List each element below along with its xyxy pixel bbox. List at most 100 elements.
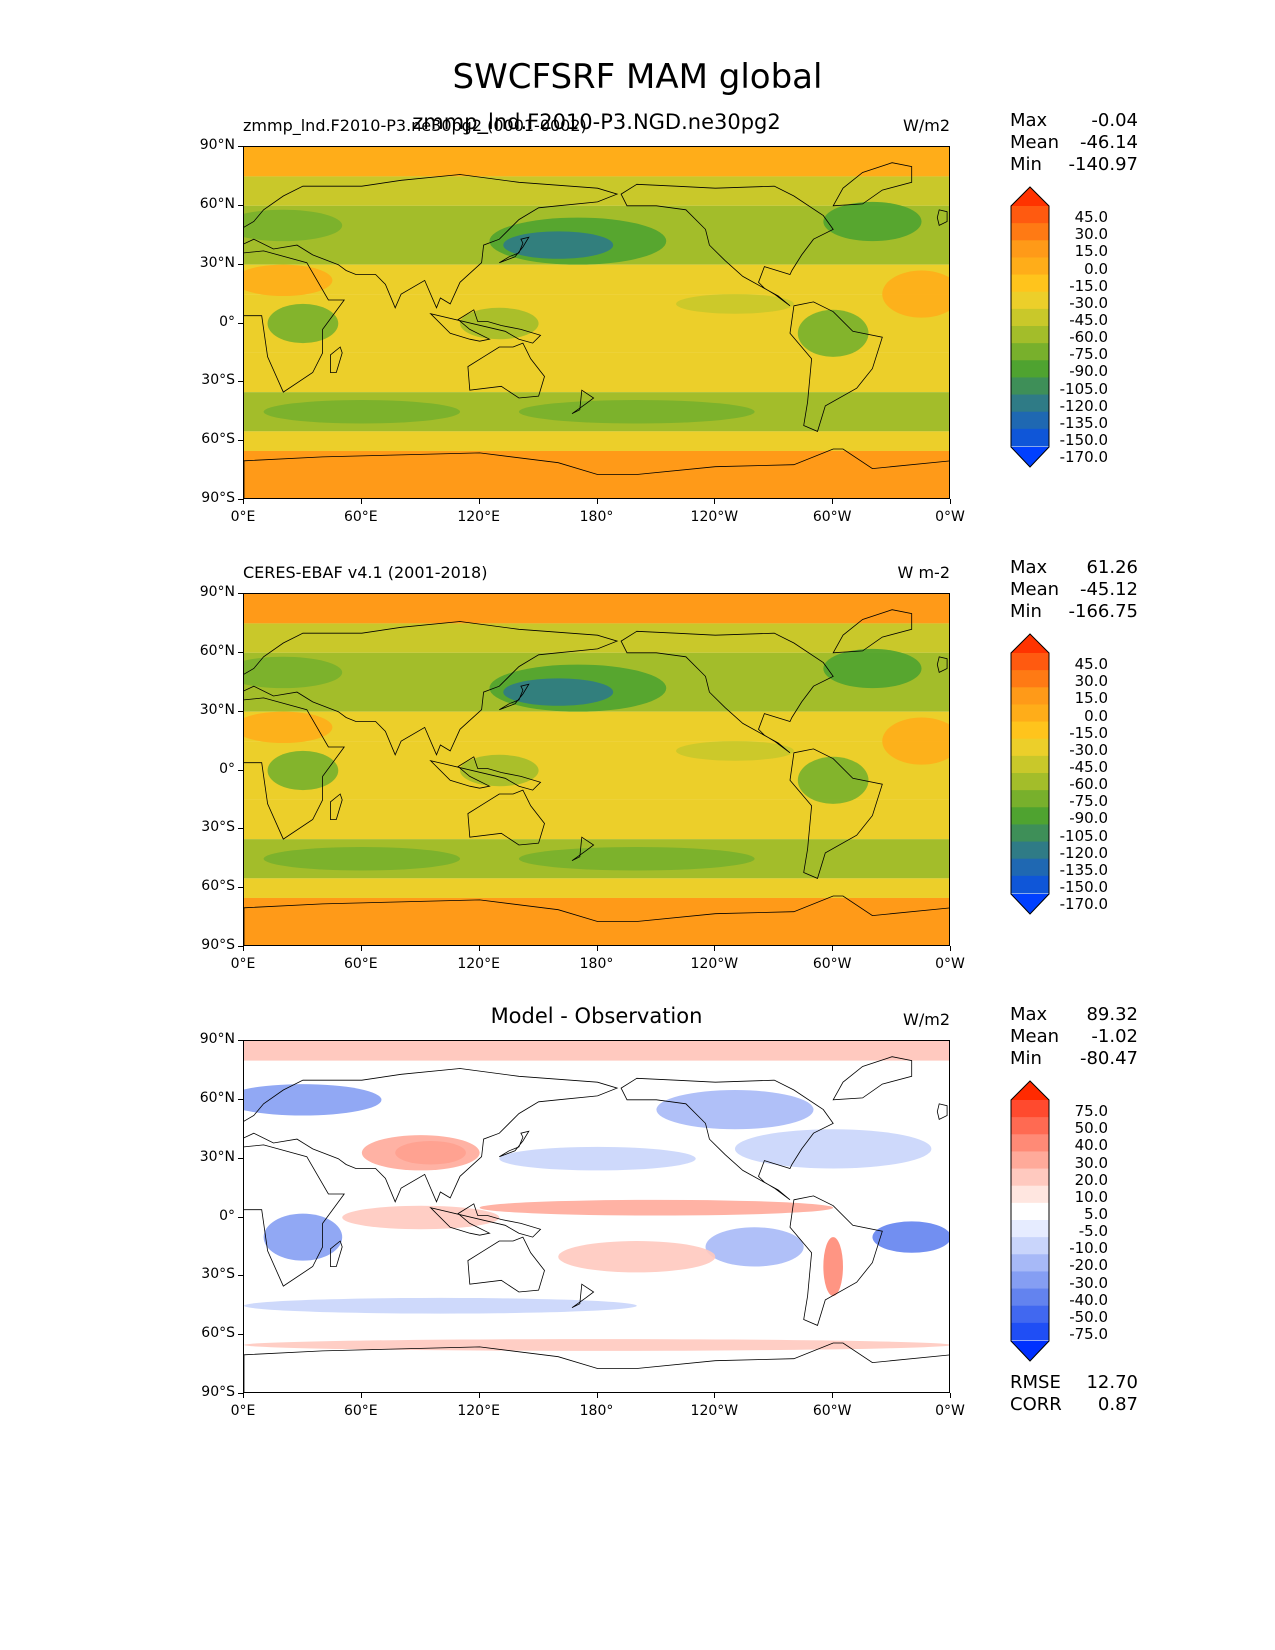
stat-value: -140.97 (1068, 154, 1138, 175)
field-blob-9 (872, 1221, 949, 1253)
coastline-6 (832, 162, 913, 207)
colorbar-tick-label: 30.0 (1074, 672, 1108, 691)
lat-tick-label: 60°S (201, 878, 235, 895)
lon-tick-label: 180° (579, 509, 614, 525)
field-band-3 (244, 711, 949, 742)
lon-tick-mark (478, 1393, 480, 1398)
lat-tick-label: 90°S (201, 937, 235, 953)
lon-tick-mark (714, 946, 716, 951)
colorbar-segment (1011, 206, 1049, 224)
map-panel-model (243, 146, 950, 499)
lon-tick-label: 120°W (690, 1403, 739, 1419)
stat-value: -1.02 (1091, 1026, 1138, 1047)
stat-row: Min -140.97 (1010, 154, 1138, 176)
lat-tick-label: 60°N (199, 195, 235, 212)
field-blob-12 (244, 1339, 949, 1351)
colorbar-segment (1011, 1237, 1049, 1255)
lon-tick-mark (243, 946, 244, 951)
colorbar-segment (1011, 755, 1049, 774)
colorbar-tick-label: 20.0 (1074, 1170, 1108, 1189)
colorbar-segment (1011, 257, 1049, 276)
stat-value: -45.12 (1079, 579, 1138, 600)
lon-tick-mark (596, 946, 598, 951)
coastline-2 (620, 183, 834, 307)
lon-tick-label: 120°E (457, 509, 500, 525)
colorbar-extend-min (1011, 1341, 1049, 1361)
stat-value: -166.75 (1068, 601, 1138, 622)
lon-tick-label: 60°E (343, 509, 378, 525)
coastline-0 (244, 1144, 345, 1287)
stat-row: Mean -46.14 (1010, 132, 1138, 154)
colorbar-tick-label: 5.0 (1084, 1205, 1108, 1223)
coastline-7 (499, 683, 530, 711)
colorbar-tick-label: 15.0 (1074, 242, 1108, 261)
panel-units-label: W m-2 (897, 563, 950, 582)
field-band-7 (244, 431, 949, 451)
stat-row: Min -80.47 (1010, 1048, 1138, 1070)
colorbar (1010, 1080, 1050, 1362)
field-blob-2 (479, 1199, 834, 1216)
coastline-4 (467, 342, 545, 399)
lat-tick-label: 60°N (199, 1089, 235, 1106)
colorbar-segment (1011, 1100, 1049, 1118)
colorbar-segment (1011, 411, 1049, 430)
colorbar-tick-label: -150.0 (1059, 878, 1108, 896)
stat-value: 89.32 (1086, 1004, 1138, 1025)
lon-tick-mark (832, 1393, 834, 1398)
coastline-3 (789, 301, 883, 432)
colorbar-segment (1011, 773, 1049, 791)
field-blob-8 (705, 1227, 804, 1267)
field-blob-11 (676, 294, 794, 314)
coastline-4 (467, 789, 545, 846)
coastline-7 (499, 236, 530, 264)
field-band-8 (244, 450, 949, 498)
colorbar-tick-label: 45.0 (1074, 655, 1108, 674)
colorbar-tick-label: -135.0 (1059, 413, 1108, 432)
panel-center-label: Model - Observation (490, 1004, 703, 1028)
coastline-0 (244, 697, 345, 840)
panel-stats: Max -0.04 Mean -46.14 Min -140.97 (1010, 110, 1138, 176)
stat-row: Max -0.04 (1010, 110, 1138, 132)
colorbar-segment (1011, 1151, 1049, 1170)
lat-tick-mark (238, 593, 243, 594)
panel-extra-stats: RMSE 12.70 CORR 0.87 (1010, 1372, 1138, 1416)
lat-tick-mark (238, 1334, 243, 1336)
colorbar-segment (1011, 1254, 1049, 1272)
map-panel-obs (243, 593, 950, 946)
stat-label: Mean (1010, 1026, 1060, 1047)
colorbar-tick-label: -40.0 (1069, 1290, 1108, 1309)
colorbar-tick-label: 50.0 (1074, 1119, 1108, 1138)
field-blob-8 (263, 399, 461, 424)
stat-label: Max (1010, 1004, 1048, 1025)
field-band-5 (244, 352, 949, 393)
field-band-0 (244, 594, 949, 624)
lat-tick-label: 60°S (201, 431, 235, 448)
colorbar-tick-label: -45.0 (1069, 758, 1108, 776)
coastline-11 (330, 346, 343, 373)
field-blob-7 (518, 399, 755, 424)
lon-tick-label: 0°E (230, 509, 256, 525)
field-blob-1 (503, 678, 614, 706)
coastline-6 (832, 1056, 913, 1101)
lat-tick-mark (238, 887, 243, 889)
lon-tick-label: 0°E (230, 956, 256, 972)
panel-left-label: zmmp_lnd.F2010-P3.ne30pg2 (0001-0002) (243, 116, 587, 135)
lon-tick-label: 120°W (690, 509, 739, 525)
colorbar-segment (1011, 670, 1049, 688)
map-panel-diff (243, 1040, 950, 1393)
colorbar-extend-max (1011, 1081, 1049, 1100)
colorbar-tick-label: -15.0 (1069, 723, 1108, 742)
coastline-3 (789, 1195, 883, 1326)
colorbar-tick-label: -170.0 (1059, 448, 1108, 467)
field-blob-1 (361, 1135, 480, 1171)
lon-tick-label: 60°W (812, 509, 852, 525)
field-band-3 (244, 264, 949, 295)
colorbar-segment (1011, 738, 1049, 757)
colorbar-tick-label: 30.0 (1074, 225, 1108, 244)
lon-tick-mark (832, 946, 834, 951)
field-arctic (244, 1041, 949, 1061)
stat-label: Max (1010, 110, 1048, 131)
colorbar-tick-label: 10.0 (1074, 1187, 1108, 1206)
colorbar-segment (1011, 1271, 1049, 1290)
lat-tick-mark (238, 499, 243, 500)
